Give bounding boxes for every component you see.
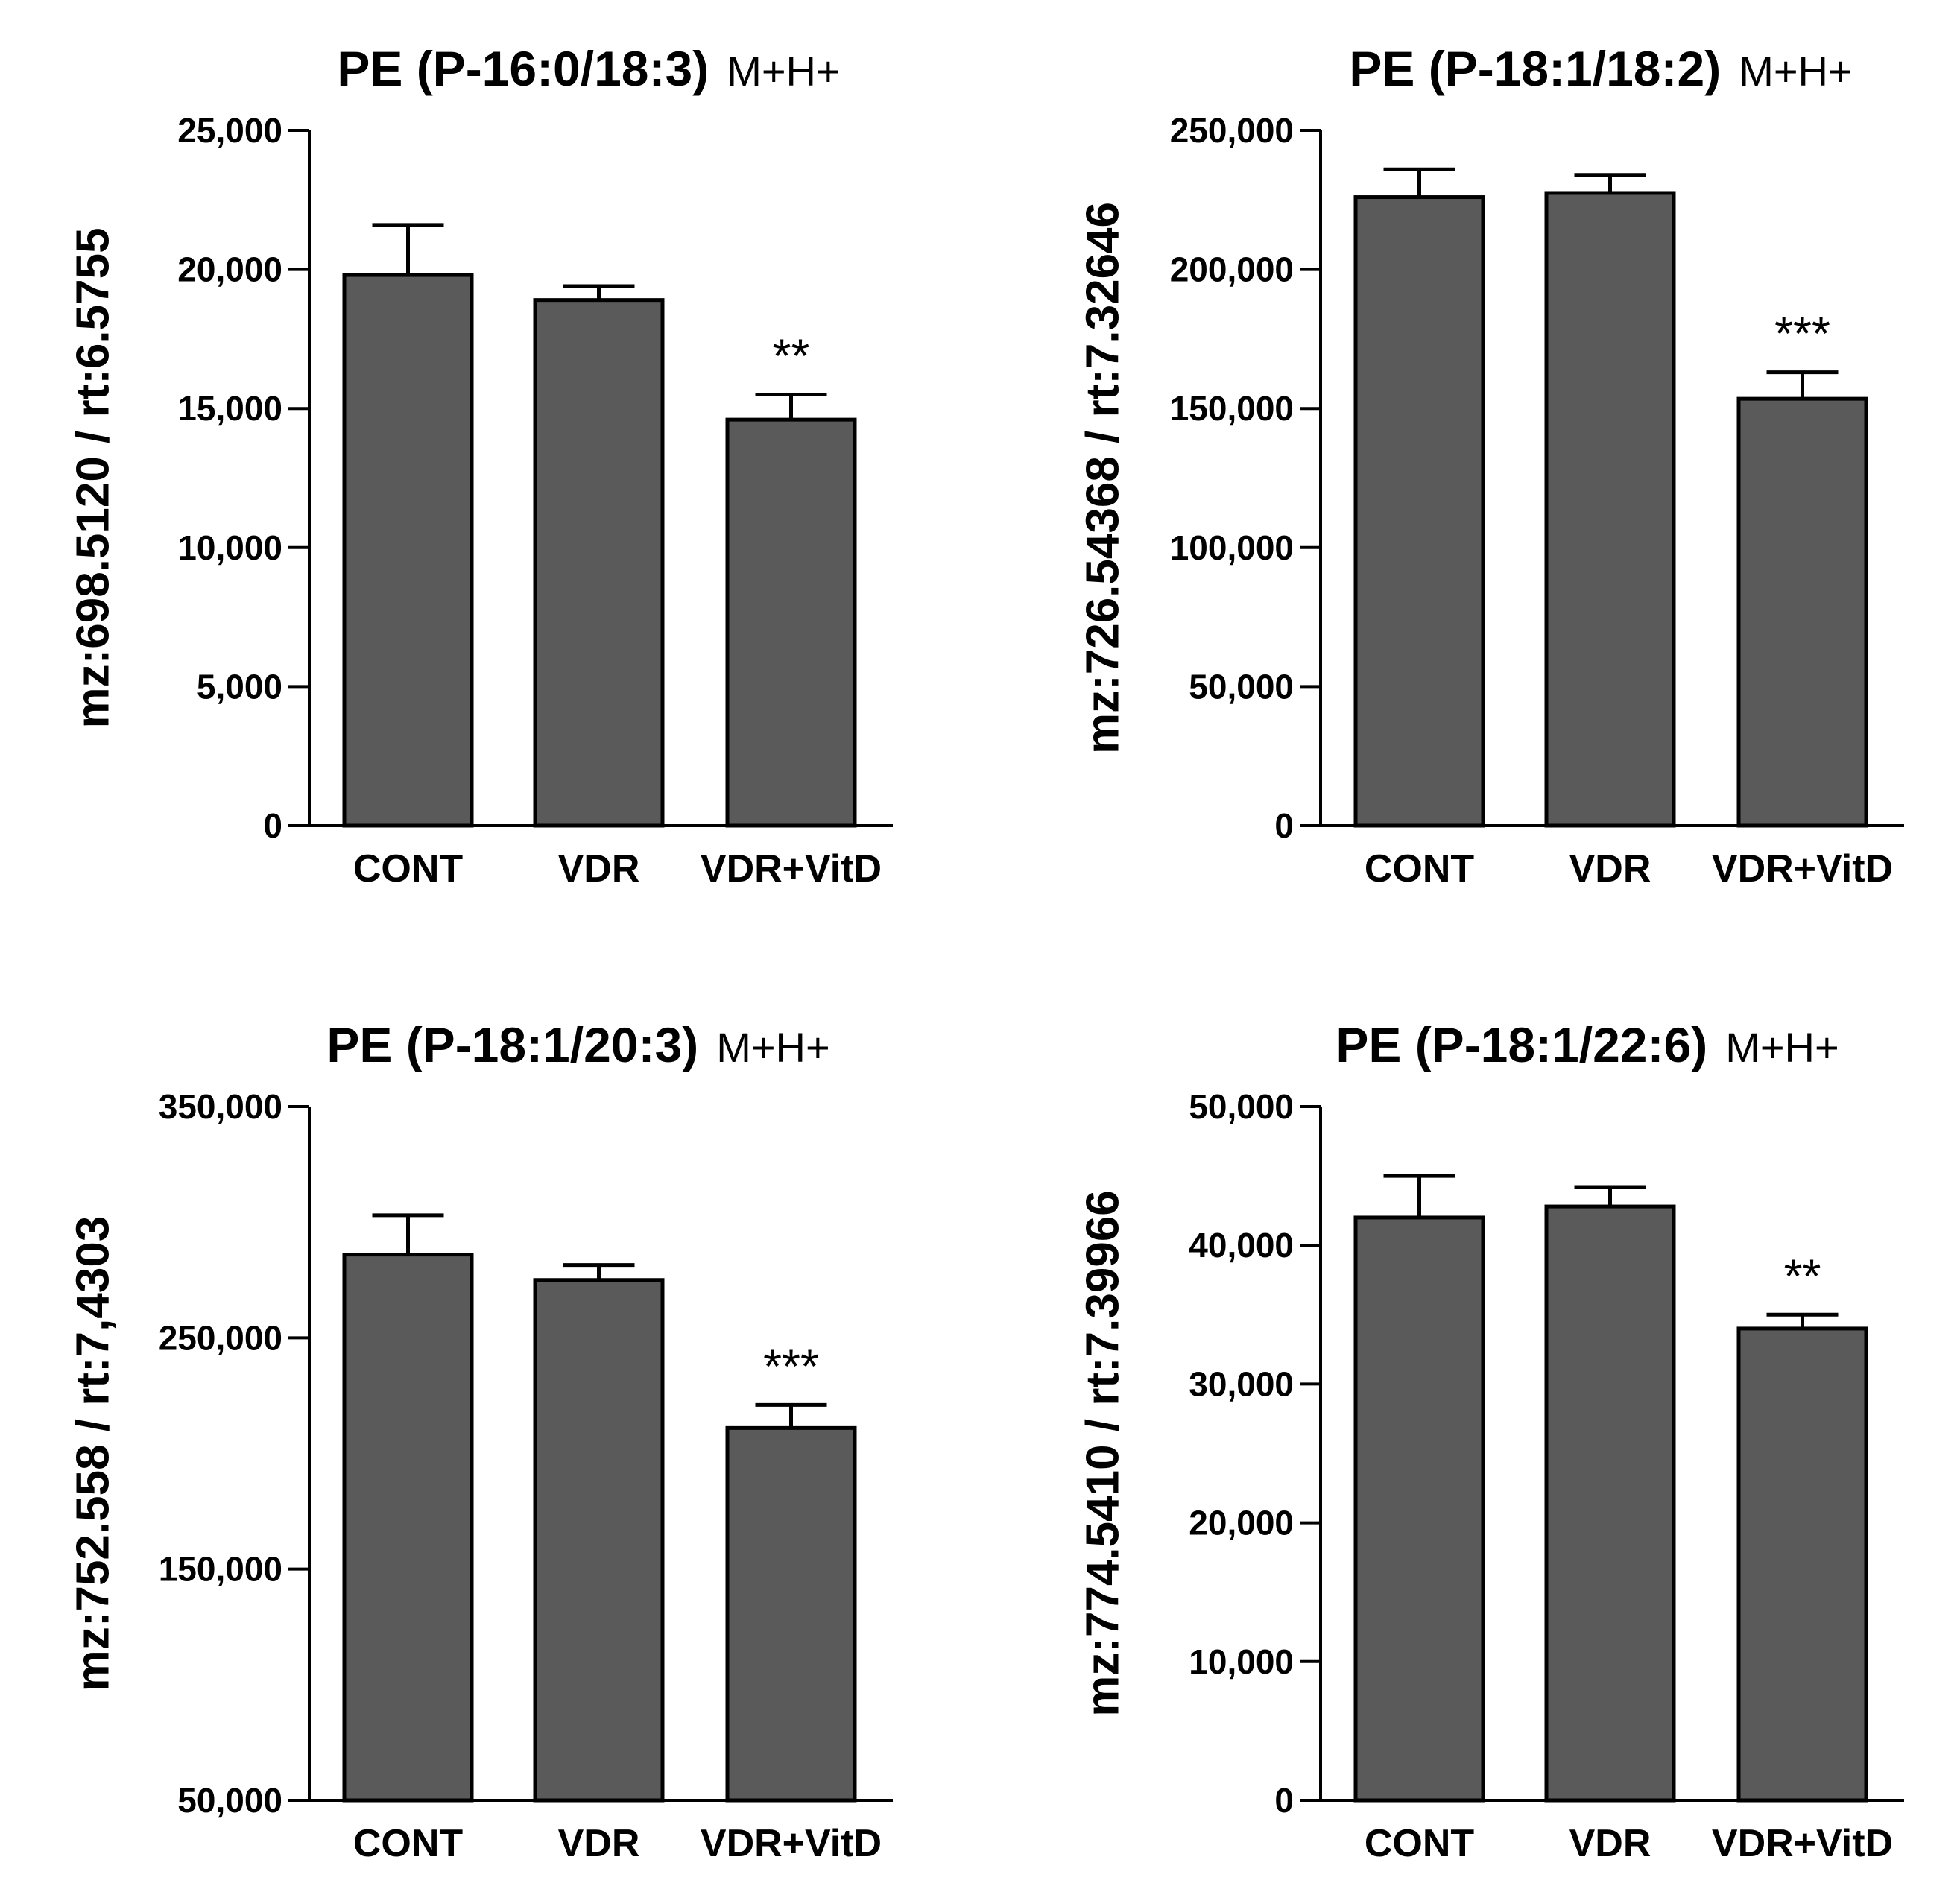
x-tick-label: CONT — [1365, 847, 1475, 890]
chart-title: PE (P-18:1/20:3) M+H+ — [326, 1017, 829, 1072]
bar-cont — [1353, 195, 1485, 828]
y-tick-label: 50,000 — [1189, 667, 1294, 706]
chart-title: PE (P-16:0/18:3) M+H+ — [337, 41, 840, 96]
panel-top-right: PE (P-18:1/18:2) M+H+ mz:726.54368 / rt:7.… — [1078, 41, 1904, 890]
bar-vdr-vitd — [725, 417, 857, 828]
y-tick-label: 10,000 — [1189, 1642, 1294, 1681]
y-tick-label: 0 — [1274, 806, 1294, 845]
panel-bottom-right: PE (P-18:1/22:6) M+H+ mz:774.5410 / rt:7.3… — [1078, 1017, 1904, 1865]
error-bar — [1574, 173, 1646, 193]
error-bar — [372, 223, 444, 276]
bar-cont — [342, 273, 474, 828]
y-tick-label: 20,000 — [177, 250, 282, 289]
title-suffix: M+H+ — [716, 1024, 830, 1071]
error-bar — [1383, 1174, 1455, 1218]
x-tick-label: VDR — [1569, 1822, 1651, 1865]
bar-cont — [1353, 1215, 1485, 1803]
x-tick-label: VDR — [558, 1822, 640, 1865]
y-tick-label: 150,000 — [1170, 389, 1294, 428]
x-tick-label: VDR — [1569, 847, 1651, 890]
y-tick-label: 100,000 — [1170, 528, 1294, 567]
title-main: PE (P-18:1/20:3) — [326, 1017, 698, 1072]
error-bar — [755, 393, 827, 420]
y-tick-label: 5,000 — [197, 667, 282, 706]
error-bar — [1383, 167, 1455, 197]
bar-vdr-vitd — [1736, 1326, 1868, 1803]
y-axis-label: mz:698.5120 / rt:6.5755 — [68, 227, 119, 728]
bar-cont — [342, 1253, 474, 1803]
significance-label: *** — [1774, 307, 1830, 361]
bar-vdr-vitd — [725, 1425, 857, 1803]
title-main: PE (P-18:1/18:2) — [1349, 41, 1721, 96]
title-suffix: M+H+ — [1725, 1024, 1839, 1071]
y-axis-label: mz:774.5410 / rt:7.39966 — [1078, 1190, 1129, 1717]
chart-title: PE (P-18:1/22:6) M+H+ — [1335, 1017, 1839, 1072]
chart-title: PE (P-18:1/18:2) M+H+ — [1349, 41, 1852, 96]
bar-vdr — [1544, 191, 1676, 828]
x-tick-label: VDR+VitD — [701, 1822, 882, 1865]
x-tick-label: VDR+VitD — [1712, 1822, 1893, 1865]
y-tick-label: 25,000 — [177, 111, 282, 150]
x-tick-label: VDR+VitD — [1712, 847, 1893, 890]
error-bar — [563, 284, 635, 300]
panel-top-left: PE (P-16:0/18:3) M+H+ mz:698.5120 / rt:6.5… — [68, 41, 893, 890]
error-bar — [372, 1213, 444, 1255]
error-bar — [1766, 1312, 1839, 1329]
y-tick-label: 10,000 — [177, 528, 282, 567]
error-bar — [563, 1263, 635, 1280]
y-tick-label: 20,000 — [1189, 1504, 1294, 1542]
y-tick-label: 15,000 — [177, 389, 282, 428]
bar-vdr — [533, 298, 665, 828]
bar-vdr — [1544, 1204, 1676, 1803]
x-tick-label: CONT — [1365, 1822, 1475, 1865]
x-tick-label: VDR+VitD — [701, 847, 882, 890]
y-tick-label: 250,000 — [1170, 111, 1294, 150]
bar-vdr — [533, 1278, 665, 1803]
significance-label: ** — [773, 329, 810, 383]
y-tick-label: 350,000 — [159, 1087, 282, 1126]
title-suffix: M+H+ — [727, 48, 841, 95]
error-bar — [755, 1402, 827, 1428]
y-tick-label: 250,000 — [159, 1318, 282, 1357]
error-bar — [1574, 1185, 1646, 1207]
significance-label: *** — [763, 1339, 819, 1393]
x-tick-label: CONT — [353, 847, 464, 890]
title-main: PE (P-16:0/18:3) — [337, 41, 709, 96]
x-tick-label: CONT — [353, 1822, 464, 1865]
y-tick-label: 30,000 — [1189, 1364, 1294, 1403]
y-tick-label: 40,000 — [1189, 1226, 1294, 1265]
error-bar — [1766, 370, 1839, 399]
y-axis-label: mz:752.558 / rt:7,4303 — [68, 1216, 119, 1692]
y-tick-label: 150,000 — [159, 1550, 282, 1589]
x-tick-label: VDR — [558, 847, 640, 890]
significance-label: ** — [1784, 1249, 1821, 1303]
y-tick-label: 0 — [1274, 1781, 1294, 1820]
title-main: PE (P-18:1/22:6) — [1335, 1017, 1707, 1072]
y-tick-label: 50,000 — [1189, 1087, 1294, 1126]
y-tick-label: 200,000 — [1170, 250, 1294, 289]
y-axis-label: mz:726.54368 / rt:7.32646 — [1078, 202, 1129, 754]
bar-vdr-vitd — [1736, 396, 1868, 828]
y-tick-label: 50,000 — [177, 1781, 282, 1820]
y-tick-label: 0 — [263, 806, 282, 845]
title-suffix: M+H+ — [1739, 48, 1853, 95]
panel-bottom-left: PE (P-18:1/20:3) M+H+ mz:752.558 / rt:7,43… — [68, 1017, 893, 1865]
